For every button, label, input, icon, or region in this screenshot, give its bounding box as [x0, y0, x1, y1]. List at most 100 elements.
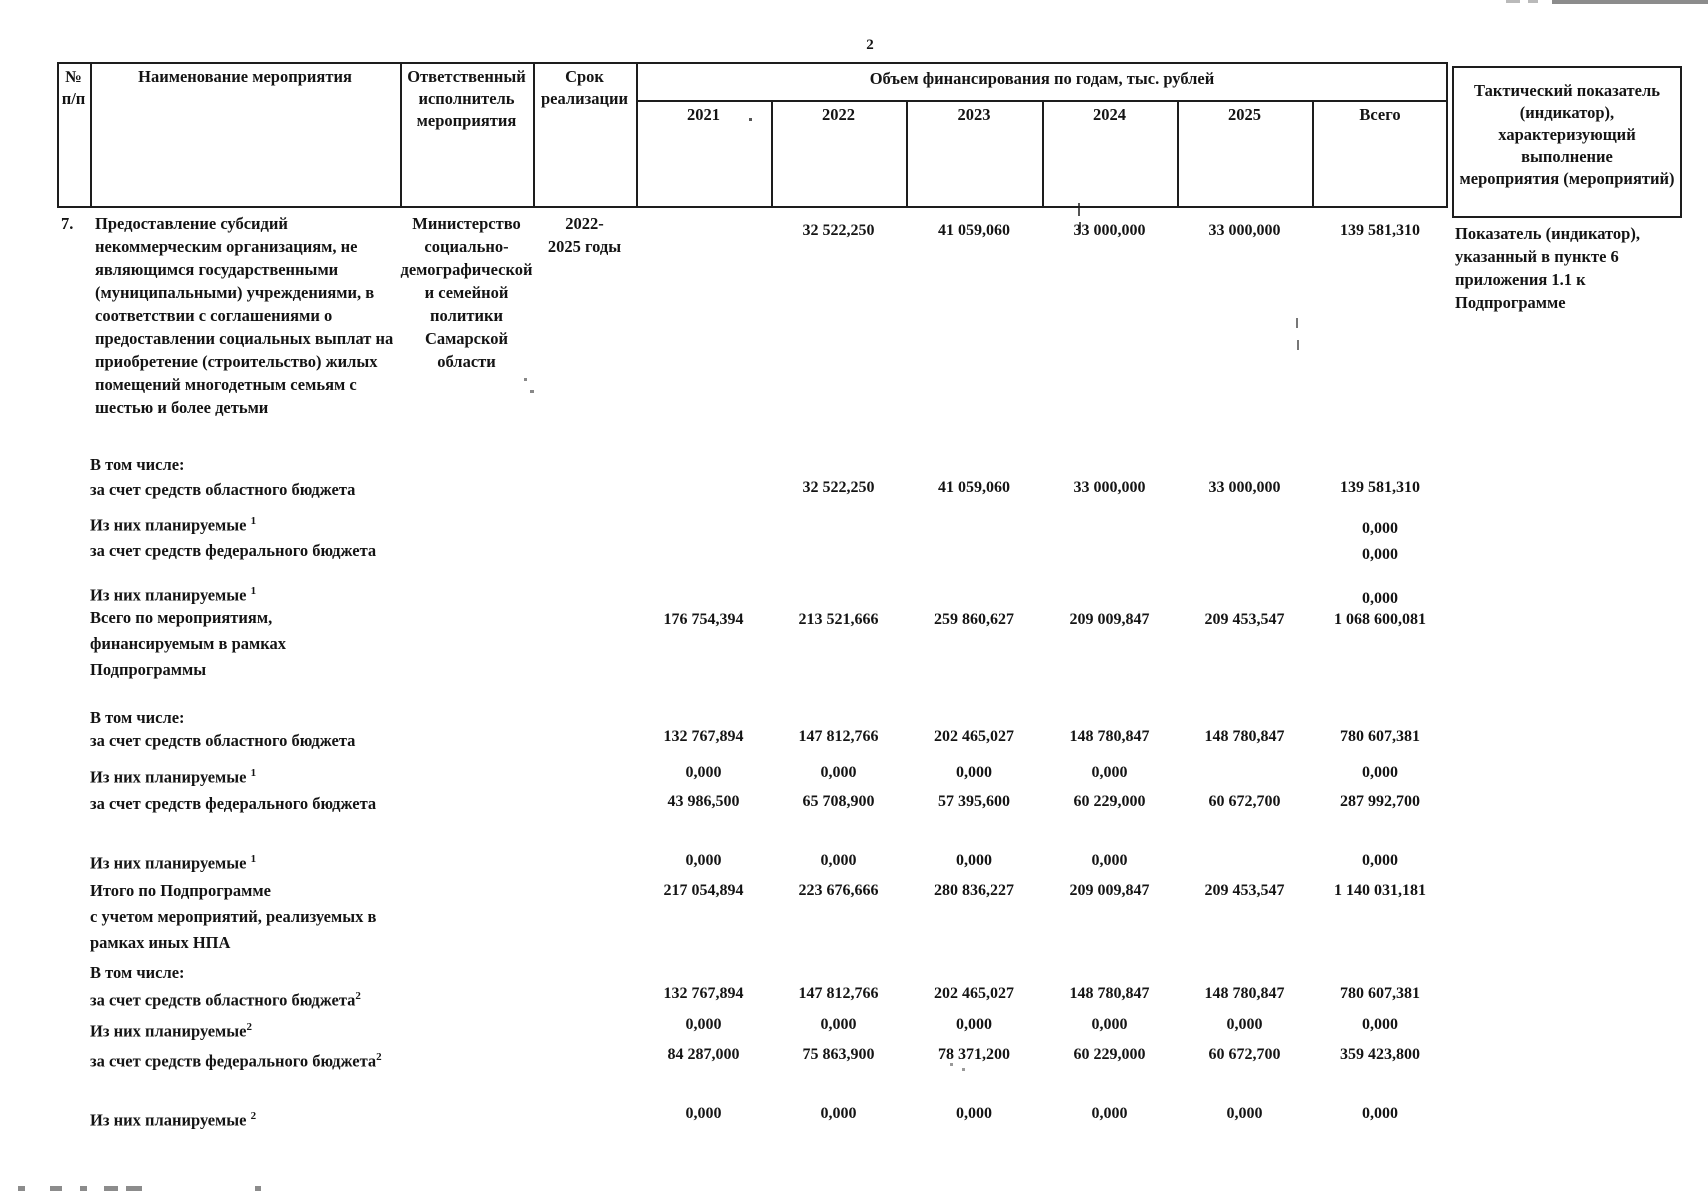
value-cell: 75 863,900 [802, 1046, 875, 1063]
row-label: В том числе: [90, 963, 185, 982]
scan-artifact [104, 1186, 118, 1191]
value-cell: 33 000,000 [1073, 479, 1146, 496]
header-divider [1177, 100, 1179, 208]
value-cell: 0,000 [1091, 852, 1128, 869]
value-cell: 60 672,700 [1208, 793, 1281, 810]
value-cell: 148 780,847 [1204, 985, 1285, 1002]
value-cell: 0,000 [956, 1105, 992, 1122]
value-cell: 60 229,000 [1073, 793, 1146, 810]
value-cell: 0,000 [1091, 1016, 1128, 1033]
row-label: за счет средств федерального бюджета2 [90, 1051, 382, 1071]
row-label: Из них планируемые 1 [90, 767, 257, 787]
value-cell: 148 780,847 [1204, 728, 1285, 745]
row7-indicator: Показатель (индикатор), указанный в пунк… [1455, 224, 1640, 312]
column-header-total: Всего [1359, 105, 1401, 124]
value-cell: 0,000 [1091, 764, 1128, 781]
row-label: Из них планируемые2 [90, 1021, 252, 1041]
scan-artifact [1079, 222, 1081, 231]
row7-value-2024: 33 000,000 [1073, 222, 1146, 239]
row-label: Итого по Подпрограмме с учетом мероприят… [90, 881, 377, 952]
value-cell: 280 836,227 [934, 882, 1014, 899]
column-header-name: Наименование мероприятия [138, 67, 352, 86]
footnote-marker: 2 [355, 990, 361, 1002]
indicator-header-frame [1452, 66, 1682, 218]
scan-artifact [1528, 0, 1538, 3]
value-cell: 0,000 [1362, 852, 1398, 869]
scan-artifact [950, 1063, 953, 1066]
scan-artifact [50, 1186, 62, 1191]
header-divider [771, 100, 773, 208]
value-cell: 223 676,666 [798, 882, 879, 899]
row7-activity-name: Предоставление субсидий некоммерческим о… [95, 214, 394, 417]
row7-number: 7. [61, 214, 74, 233]
row-label: Из них планируемые 2 [90, 1110, 257, 1130]
column-header-executor: Ответственный исполнитель мероприятия [407, 67, 526, 130]
column-header-2023: 2023 [957, 105, 991, 124]
column-header-term: Срок реализации [540, 67, 629, 108]
scan-artifact [530, 390, 534, 393]
value-cell: 202 465,027 [934, 985, 1014, 1002]
value-cell: 780 607,381 [1340, 728, 1420, 745]
value-cell: 0,000 [1226, 1105, 1263, 1122]
header-divider [1312, 100, 1314, 208]
value-cell: 0,000 [1091, 1105, 1128, 1122]
scan-artifact [749, 118, 752, 121]
table-header-frame [57, 62, 1448, 208]
row7-value-2025: 33 000,000 [1208, 222, 1281, 239]
scan-artifact [126, 1186, 142, 1191]
value-cell: 0,000 [1362, 590, 1398, 607]
value-cell: 780 607,381 [1340, 985, 1420, 1002]
row-label: Всего по мероприятиям, финансируемым в р… [90, 608, 286, 679]
value-cell: 1 140 031,181 [1334, 882, 1426, 899]
footnote-marker: 1 [250, 515, 257, 527]
value-cell: 32 522,250 [802, 479, 875, 496]
scan-artifact [1552, 0, 1708, 4]
value-cell: 84 287,000 [667, 1046, 740, 1063]
value-cell: 33 000,000 [1208, 479, 1281, 496]
value-cell: 0,000 [685, 764, 722, 781]
value-cell: 57 395,600 [938, 793, 1010, 810]
scan-artifact [1506, 0, 1520, 3]
header-divider [90, 62, 92, 208]
value-cell: 0,000 [1362, 520, 1398, 537]
value-cell: 209 453,547 [1204, 882, 1285, 899]
row-label: В том числе: [90, 455, 185, 474]
value-cell: 0,000 [820, 852, 857, 869]
value-cell: 132 767,894 [663, 728, 744, 745]
value-cell: 0,000 [1226, 1016, 1263, 1033]
value-cell: 0,000 [956, 1016, 992, 1033]
header-divider [533, 62, 535, 208]
scan-artifact [80, 1186, 87, 1191]
value-cell: 0,000 [685, 1105, 722, 1122]
footnote-marker: 2 [246, 1021, 252, 1033]
value-cell: 65 708,900 [802, 793, 875, 810]
row7-value-2022: 32 522,250 [802, 222, 875, 239]
header-divider [1042, 100, 1044, 208]
column-header-2021: 2021 [687, 105, 720, 124]
column-group-financing: Объем финансирования по годам, тыс. рубл… [869, 69, 1215, 88]
value-cell: 148 780,847 [1069, 728, 1150, 745]
value-cell: 147 812,766 [798, 728, 879, 745]
column-header-2022: 2022 [822, 105, 855, 124]
row7-term: 2022- 2025 годы [547, 214, 622, 256]
value-cell: 209 009,847 [1069, 611, 1150, 628]
scan-artifact [1078, 203, 1080, 216]
value-cell: 0,000 [820, 1016, 857, 1033]
value-cell: 176 754,394 [663, 611, 744, 628]
page-number: 2 [866, 37, 874, 53]
column-header-2024: 2024 [1093, 105, 1126, 124]
value-cell: 60 672,700 [1208, 1046, 1281, 1063]
value-cell: 60 229,000 [1073, 1046, 1146, 1063]
row-label: за счет средств федерального бюджета [90, 794, 377, 813]
value-cell: 0,000 [820, 1105, 857, 1122]
scan-artifact [18, 1186, 25, 1191]
column-header-indicator: Тактический показатель (индикатор), хара… [1459, 81, 1675, 188]
row-label: Из них планируемые 1 [90, 585, 257, 605]
scan-artifact [1297, 340, 1299, 350]
value-cell: 217 054,894 [663, 882, 744, 899]
value-cell: 139 581,310 [1340, 479, 1420, 496]
footnote-marker: 1 [250, 585, 257, 597]
value-cell: 0,000 [685, 1016, 722, 1033]
value-cell: 41 059,060 [938, 479, 1010, 496]
footnote-marker: 2 [376, 1051, 382, 1063]
